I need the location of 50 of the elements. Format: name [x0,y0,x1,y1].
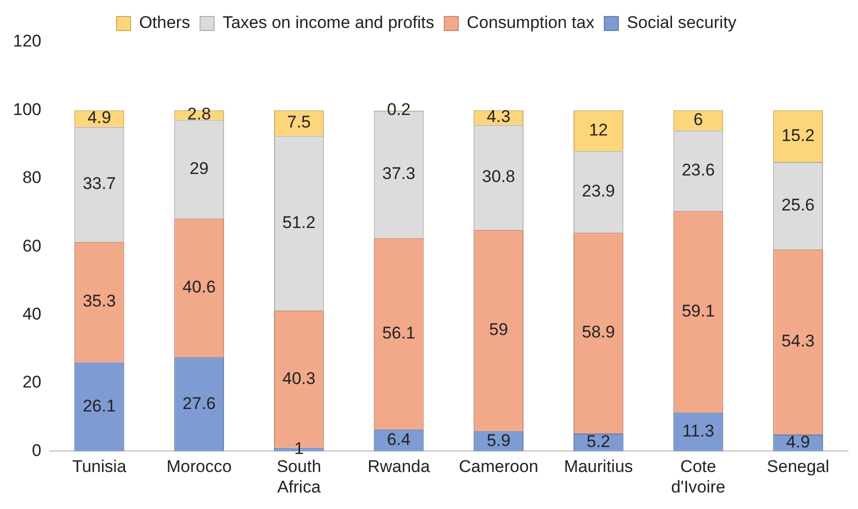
data-label: 12 [588,120,608,140]
x-tick-label: South Africa [276,457,322,496]
x-tick-label: Mauritius [564,457,633,476]
legend-label: Taxes on income and profits [222,13,434,32]
data-label: 4.9 [87,108,112,128]
data-label: 11.3 [682,422,714,441]
data-label: 40.6 [182,278,216,297]
data-label: 6.4 [386,430,411,449]
y-tick-label: 80 [22,168,42,188]
data-label: 54.3 [782,332,815,351]
data-label: 23.9 [582,182,615,201]
x-tick-label: Cote d'Ivoire [671,457,726,496]
x-tick-label: Senegal [766,457,830,476]
data-label: 56.1 [382,323,416,342]
data-label: 23.6 [682,160,715,180]
data-label: 5.9 [486,430,510,450]
data-label: 29 [190,158,209,178]
data-label: 6 [694,110,703,130]
data-label: 4.9 [786,432,810,452]
data-label: 4.3 [486,107,510,126]
data-label: 15.2 [782,126,815,145]
data-label: 58.9 [582,322,615,342]
y-tick-label: 120 [12,32,42,51]
x-tick-label: Morocco [166,457,232,476]
y-tick-label: 20 [22,372,42,392]
data-label: 35.3 [82,292,116,311]
data-label: 0.2 [386,100,411,120]
y-tick-label: 100 [12,100,42,119]
data-label: 25.6 [782,195,815,214]
x-tick-label: Rwanda [368,457,430,476]
legend-label: Social security [626,13,737,32]
data-label: 59 [489,320,508,340]
data-label: 27.6 [182,394,216,413]
y-tick-label: 0 [32,440,42,460]
data-label: 7.5 [287,112,311,132]
data-label: 26.1 [82,396,116,416]
data-label: 37.3 [382,164,416,184]
data-label: 5.2 [586,432,610,452]
data-label: 51.2 [282,212,316,232]
data-label: 59.1 [682,302,715,321]
data-label: 40.3 [282,368,316,388]
data-label: 33.7 [82,174,116,194]
legend-label: Others [139,13,190,32]
legend-label: Consumption tax [466,13,595,32]
data-label: 30.8 [482,167,516,186]
x-tick-label: Tunisia [72,457,127,476]
data-label: 2.8 [187,104,211,124]
y-tick-label: 60 [22,236,42,256]
x-tick-label: Cameroon [458,457,538,476]
y-tick-label: 40 [22,304,42,324]
